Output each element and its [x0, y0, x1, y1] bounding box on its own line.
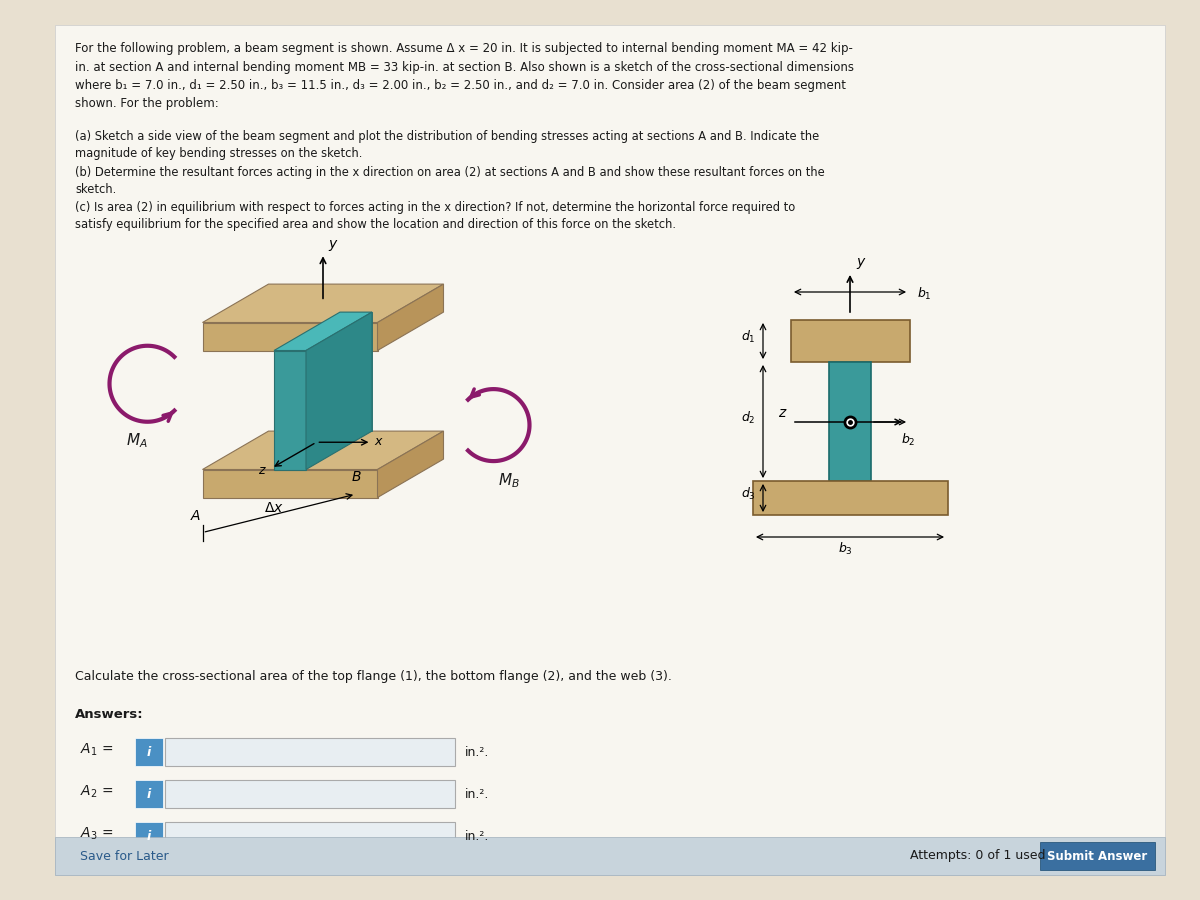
Text: Submit Answer: Submit Answer [1046, 850, 1147, 862]
Bar [166, 822, 455, 850]
Text: shown. For the problem:: shown. For the problem: [74, 97, 218, 111]
Text: $\Delta x$: $\Delta x$ [264, 501, 284, 515]
Polygon shape [306, 312, 372, 470]
Text: where b₁ = 7.0 in., d₁ = 2.50 in., b₃ = 11.5 in., d₃ = 2.00 in., b₂ = 2.50 in., : where b₁ = 7.0 in., d₁ = 2.50 in., b₃ = … [74, 79, 846, 92]
Text: (b) Determine the resultant forces acting in the x direction on area (2) at sect: (b) Determine the resultant forces actin… [74, 166, 824, 179]
Text: (a) Sketch a side view of the beam segment and plot the distribution of bending : (a) Sketch a side view of the beam segme… [74, 130, 820, 143]
Text: in.².: in.². [466, 788, 490, 800]
Text: $A_2$ =: $A_2$ = [80, 784, 113, 800]
Bar [754, 481, 948, 515]
Text: $b_3$: $b_3$ [838, 541, 853, 557]
Text: in.².: in.². [466, 745, 490, 759]
Polygon shape [378, 284, 444, 350]
Polygon shape [203, 431, 444, 470]
Bar [1040, 842, 1154, 870]
Bar [134, 822, 163, 850]
Polygon shape [203, 322, 378, 350]
Text: $d_2$: $d_2$ [742, 410, 756, 426]
Text: $b_2$: $b_2$ [901, 432, 916, 448]
Polygon shape [203, 284, 444, 322]
Bar [791, 320, 910, 362]
Text: Answers:: Answers: [74, 708, 144, 721]
Text: $M_A$: $M_A$ [126, 432, 148, 450]
Text: i: i [146, 830, 151, 842]
Text: $d_1$: $d_1$ [742, 329, 756, 345]
Polygon shape [340, 312, 372, 431]
Text: Save for Later: Save for Later [80, 850, 169, 862]
Bar [55, 837, 1165, 875]
Text: Attempts: 0 of 1 used: Attempts: 0 of 1 used [910, 850, 1045, 862]
Text: sketch.: sketch. [74, 183, 116, 196]
Polygon shape [274, 312, 372, 350]
Text: $b_1$: $b_1$ [917, 286, 931, 302]
Text: For the following problem, a beam segment is shown. Assume Δ x = 20 in. It is su: For the following problem, a beam segmen… [74, 42, 853, 55]
Text: Calculate the cross-sectional area of the top flange (1), the bottom flange (2),: Calculate the cross-sectional area of th… [74, 670, 672, 683]
Text: z: z [258, 464, 265, 477]
Text: $A$: $A$ [191, 508, 202, 523]
Bar [829, 362, 871, 481]
Bar [134, 780, 163, 808]
Text: $d_3$: $d_3$ [742, 486, 756, 502]
Text: x: x [374, 436, 382, 448]
Text: $A_1$ =: $A_1$ = [80, 742, 113, 758]
Bar [166, 738, 455, 766]
Text: magnitude of key bending stresses on the sketch.: magnitude of key bending stresses on the… [74, 147, 362, 160]
Polygon shape [203, 470, 378, 498]
Polygon shape [274, 350, 306, 470]
Text: $M_B$: $M_B$ [498, 471, 521, 490]
Text: i: i [146, 788, 151, 800]
Polygon shape [378, 431, 444, 498]
Bar [166, 780, 455, 808]
Text: satisfy equilibrium for the specified area and show the location and direction o: satisfy equilibrium for the specified ar… [74, 218, 676, 231]
Text: i: i [146, 745, 151, 759]
Text: (c) Is area (2) in equilibrium with respect to forces acting in the x direction?: (c) Is area (2) in equilibrium with resp… [74, 201, 796, 214]
Text: y: y [328, 238, 336, 251]
Text: $A_3$ =: $A_3$ = [80, 826, 113, 842]
Text: in. at section A and internal bending moment MB = 33 kip-in. at section B. Also : in. at section A and internal bending mo… [74, 60, 854, 74]
Bar [134, 738, 163, 766]
Text: z: z [778, 406, 785, 420]
Text: y: y [856, 255, 864, 269]
Text: $B$: $B$ [352, 470, 361, 484]
Text: in.².: in.². [466, 830, 490, 842]
